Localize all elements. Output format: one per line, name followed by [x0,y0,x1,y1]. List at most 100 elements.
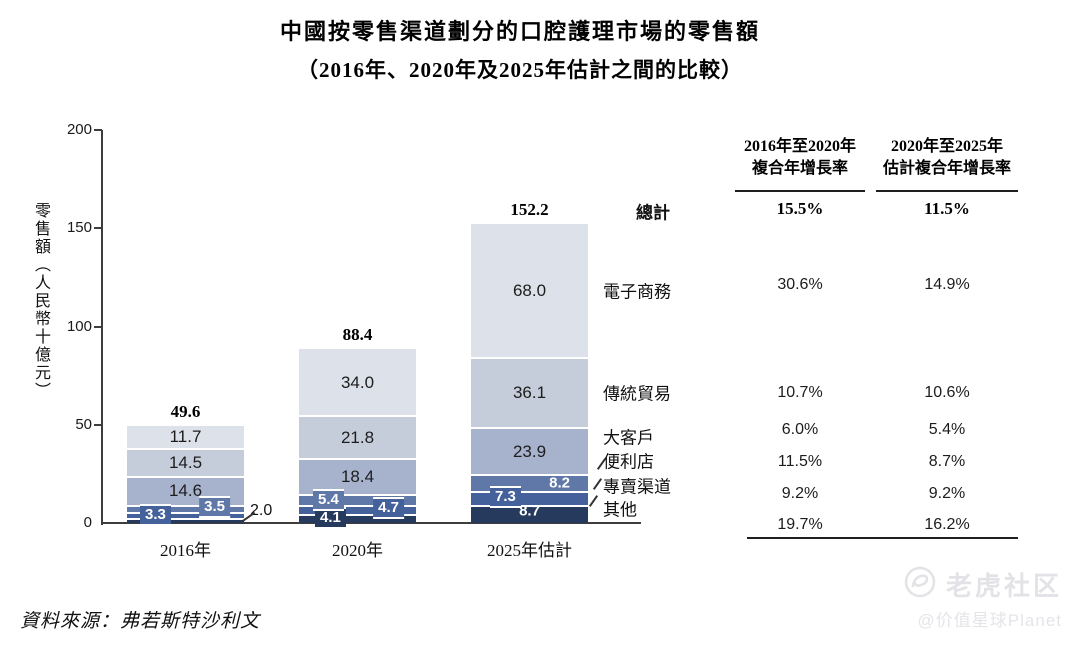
bar-segment-便利店 [299,495,416,506]
table-cell-cagr1-便利店: 11.5% [777,453,823,470]
y-axis-tick-label: 0 [83,514,92,531]
segment-value-label: 4.7 [373,497,404,519]
segment-separator [127,447,244,450]
y-axis-tick [94,423,102,426]
y-axis-tick [94,129,102,131]
bar-segment-便利店 [127,505,244,513]
segment-value-label: 18.4 [340,467,375,487]
y-axis-line [101,130,103,525]
segment-separator [471,504,588,507]
bar-segment-其他 [299,514,416,523]
table-cell-cagr2-便利店: 8.7% [928,453,966,470]
segment-value-label: 34.0 [340,372,375,392]
table-header-col1-line2: 複合年增長率 [751,160,848,177]
table-cell-cagr2-其他: 16.2% [924,516,970,533]
table-cell-cagr2-大客戶: 5.4% [928,421,966,438]
segment-value-label: 2.0 [250,502,273,519]
segment-value-label: 8.2 [549,474,570,492]
table-cell-cagr2-專賣渠道: 9.2% [928,485,966,502]
tiger-logo-icon [904,566,936,603]
segment-separator [127,511,244,514]
bar-segment-電子商務 [127,425,244,449]
table-cell-cagr2-電子商務: 14.9% [924,276,970,293]
segment-value-label: 3.5 [199,496,230,518]
segment-value-label: 5.4 [313,489,344,511]
segment-value-label: 68.0 [512,280,547,300]
segment-value-label: 11.7 [169,427,202,447]
table-cell-cagr1-其他: 19.7% [777,516,823,533]
segment-separator [299,494,416,497]
watermark-handle: @价值星球Planet [917,611,1062,630]
bar-segment-專賣渠道 [127,512,244,520]
bar-total-label: 152.2 [510,199,549,219]
segment-value-label: 14.5 [168,452,203,472]
table-cell-cagr1-傳統貿易: 10.7% [777,384,823,401]
legend-label-大客戶: 大客戶 [603,428,654,448]
table-cell-cagr1-電子商務: 30.6% [777,276,823,293]
legend-label-傳統貿易: 傳統貿易 [603,384,671,404]
x-axis-category-label: 2025年估計 [487,541,572,560]
chart-title-line1: 中國按零售渠道劃分的口腔護理市場的零售額 [279,19,760,44]
table-header-col2: 2020年至2025年 估計複合年增長率 [876,136,1018,180]
bar-segment-電子商務 [471,223,588,358]
bar-total-label: 88.4 [342,325,373,345]
segment-value-label: 7.3 [490,486,521,508]
segment-separator [471,474,588,477]
y-axis-tick [94,227,102,230]
segment-value-label: 21.8 [340,427,375,447]
legend-label-便利店: 便利店 [603,452,654,472]
segment-separator [299,415,416,418]
y-axis-label: 零售額（人民幣十億元） [32,202,49,400]
segment-separator [471,427,588,430]
table-header-rule-col1 [735,190,865,192]
bar-total-label: 49.6 [170,401,201,421]
x-axis-category-label: 2020年 [332,541,383,560]
table-bottom-rule [747,537,1018,539]
legend-label-專賣渠道: 專賣渠道 [603,477,671,497]
table-header-col1: 2016年至2020年 複合年增長率 [735,136,865,180]
bar-segment-專賣渠道 [299,505,416,515]
table-header-col1-line1: 2016年至2020年 [743,138,856,155]
segment-separator [127,518,244,521]
segment-separator [299,513,416,516]
legend-label-電子商務: 電子商務 [603,282,671,302]
table-cell-cagr2-傳統貿易: 10.6% [924,384,970,401]
segment-separator [127,476,244,479]
y-axis-tick-label: 150 [66,219,92,237]
legend-label-其他: 其他 [603,500,637,520]
table-cell-cagr1-大客戶: 6.0% [781,421,819,438]
chart-title-line2: （2016年、2020年及2025年估計之間的比較） [297,58,743,82]
bar-segment-傳統貿易 [471,357,588,429]
segment-separator [471,356,588,359]
source-note: 資料來源：弗若斯特沙利文 [20,611,261,632]
watermark-brand: 老虎社区 [945,572,1062,601]
segment-value-label: 8.7 [519,502,540,520]
y-axis-tick-label: 50 [75,415,92,433]
bar-segment-傳統貿易 [299,416,416,459]
segment-value-label: 3.3 [140,504,171,526]
bar-segment-傳統貿易 [127,448,244,477]
legend-label-總計: 總計 [636,203,670,223]
segment-separator [299,504,416,507]
y-axis-tick-label: 100 [66,317,92,335]
segment-value-label: 23.9 [512,441,547,461]
segment-value-label: 36.1 [512,383,547,402]
x-axis-line [101,522,641,524]
table-cell-cagr1-專賣渠道: 9.2% [781,485,819,502]
watermark: 老虎社区 @价值星球Planet [904,566,1062,631]
y-axis-tick [94,325,102,328]
x-axis-category-label: 2016年 [160,541,211,560]
segment-separator [127,504,244,507]
bar-segment-其他 [471,505,588,523]
segment-separator [299,457,416,460]
bar-segment-大客戶 [471,428,588,476]
segment-value-label: 4.1 [315,507,346,529]
bar-segment-其他 [127,519,244,523]
table-header-rule-col2 [876,190,1018,192]
bar-segment-電子商務 [299,349,416,417]
table-header-col2-line1: 2020年至2025年 [890,138,1003,155]
table-header-col2-line2: 估計複合年增長率 [882,160,1011,177]
